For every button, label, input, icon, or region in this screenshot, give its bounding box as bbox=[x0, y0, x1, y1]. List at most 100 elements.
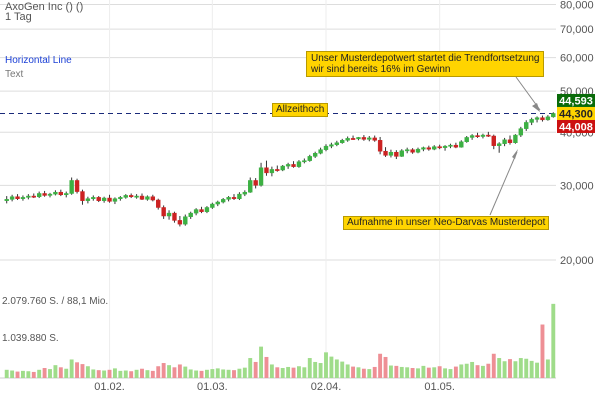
volume-bar bbox=[437, 366, 442, 378]
price-badge-label: 44,008 bbox=[559, 121, 593, 133]
volume-bar bbox=[486, 363, 491, 378]
volume-bar bbox=[112, 368, 117, 378]
candle bbox=[258, 162, 264, 187]
candle bbox=[496, 142, 502, 153]
candle bbox=[220, 198, 226, 204]
candle-body bbox=[318, 149, 323, 154]
candle-body bbox=[20, 197, 26, 199]
price-badge-label: 44,593 bbox=[559, 95, 593, 107]
volume-bar bbox=[480, 365, 485, 378]
candle-body bbox=[112, 198, 118, 202]
candlesticks bbox=[4, 112, 556, 227]
candle-body bbox=[177, 220, 183, 225]
volume-bar bbox=[26, 371, 31, 378]
candle bbox=[545, 115, 551, 121]
annotation-trend-line-1: Unser Musterdepotwert startet die Trendf… bbox=[311, 53, 540, 64]
annotation-trend-arrowhead bbox=[532, 103, 540, 112]
candle bbox=[80, 189, 85, 205]
candle bbox=[96, 196, 101, 203]
volume-bar bbox=[167, 365, 172, 378]
candle-body bbox=[437, 146, 442, 149]
candle-body bbox=[150, 196, 156, 201]
volume-bar bbox=[540, 324, 545, 378]
candle-body bbox=[442, 145, 448, 148]
interval-label: 1 Tag bbox=[5, 11, 32, 23]
candle bbox=[69, 177, 74, 195]
candle bbox=[340, 138, 345, 144]
candle-body bbox=[377, 140, 383, 152]
volume-bar bbox=[140, 368, 144, 378]
candle bbox=[551, 112, 556, 118]
candle-body bbox=[139, 195, 145, 200]
candle bbox=[459, 140, 464, 148]
annotation-trend[interactable]: Unser Musterdepotwert startet die Trendf… bbox=[306, 51, 545, 77]
y-tick-label: 30,000 bbox=[560, 180, 594, 192]
volume-labels: 2.079.760 S. / 88,1 Mio. 1.039.880 S. bbox=[2, 296, 108, 344]
volume-bar bbox=[161, 363, 166, 378]
candle-body bbox=[340, 140, 345, 143]
candle bbox=[36, 191, 42, 199]
volume-bar bbox=[107, 369, 112, 378]
volume-bar bbox=[69, 359, 74, 378]
candle bbox=[415, 147, 421, 154]
volume-bar bbox=[513, 361, 518, 378]
volume-bar bbox=[296, 366, 301, 378]
candle-body bbox=[118, 197, 123, 199]
annotation-neo-darvas[interactable]: Aufnahme in unser Neo-Darvas Musterdepot bbox=[343, 216, 550, 230]
volume-bar bbox=[502, 361, 507, 378]
x-tick-label: 02.04. bbox=[311, 381, 342, 393]
candle-body bbox=[388, 151, 394, 156]
candle-body bbox=[145, 196, 150, 200]
volume-bar bbox=[394, 365, 399, 378]
volume-bar bbox=[324, 352, 328, 378]
volume-bar bbox=[340, 361, 345, 378]
candle-body bbox=[156, 199, 161, 208]
volume-bar bbox=[421, 365, 426, 378]
candle-body bbox=[226, 197, 231, 200]
candle-body bbox=[15, 196, 20, 199]
x-tick-label: 01.03. bbox=[197, 381, 228, 393]
volume-bar bbox=[172, 367, 177, 378]
candle-body bbox=[96, 197, 101, 201]
candle bbox=[448, 143, 453, 149]
candle bbox=[139, 193, 145, 201]
candle bbox=[26, 194, 31, 200]
candle-body bbox=[367, 137, 372, 140]
volume-bar bbox=[545, 359, 550, 378]
candle-body bbox=[215, 201, 220, 205]
candle-body bbox=[453, 144, 459, 148]
tool-label[interactable]: Horizontal Line bbox=[5, 55, 72, 66]
candle bbox=[323, 144, 329, 152]
volume-bar bbox=[215, 368, 220, 378]
candle-body bbox=[74, 180, 80, 192]
candle-body bbox=[134, 195, 139, 198]
candle bbox=[372, 135, 377, 142]
candle bbox=[410, 148, 415, 154]
volume-bar bbox=[345, 364, 350, 378]
candle-body bbox=[161, 207, 166, 217]
candle bbox=[156, 198, 161, 210]
volume-bar bbox=[129, 371, 134, 378]
candle-body bbox=[334, 142, 340, 145]
candle bbox=[399, 149, 404, 157]
candle-body bbox=[188, 212, 193, 217]
annotation-all-time-high[interactable]: Allzeithoch bbox=[272, 103, 329, 117]
candle bbox=[464, 136, 469, 143]
candle bbox=[356, 136, 361, 141]
candle bbox=[367, 136, 372, 142]
volume-bar bbox=[378, 353, 383, 378]
candle bbox=[269, 166, 275, 177]
candle-body bbox=[529, 119, 534, 123]
volume-bar bbox=[183, 366, 188, 378]
volume-bar bbox=[58, 367, 63, 378]
candle bbox=[442, 145, 448, 151]
candle-body bbox=[312, 153, 318, 157]
price-badge-high: 44,593 bbox=[557, 93, 595, 107]
candle-body bbox=[58, 191, 64, 196]
candle bbox=[329, 142, 334, 149]
volume-bar bbox=[318, 363, 323, 378]
candle bbox=[361, 135, 367, 141]
candle bbox=[58, 189, 64, 197]
x-tick-label: 01.05. bbox=[424, 381, 455, 393]
volume-bar bbox=[80, 364, 85, 378]
